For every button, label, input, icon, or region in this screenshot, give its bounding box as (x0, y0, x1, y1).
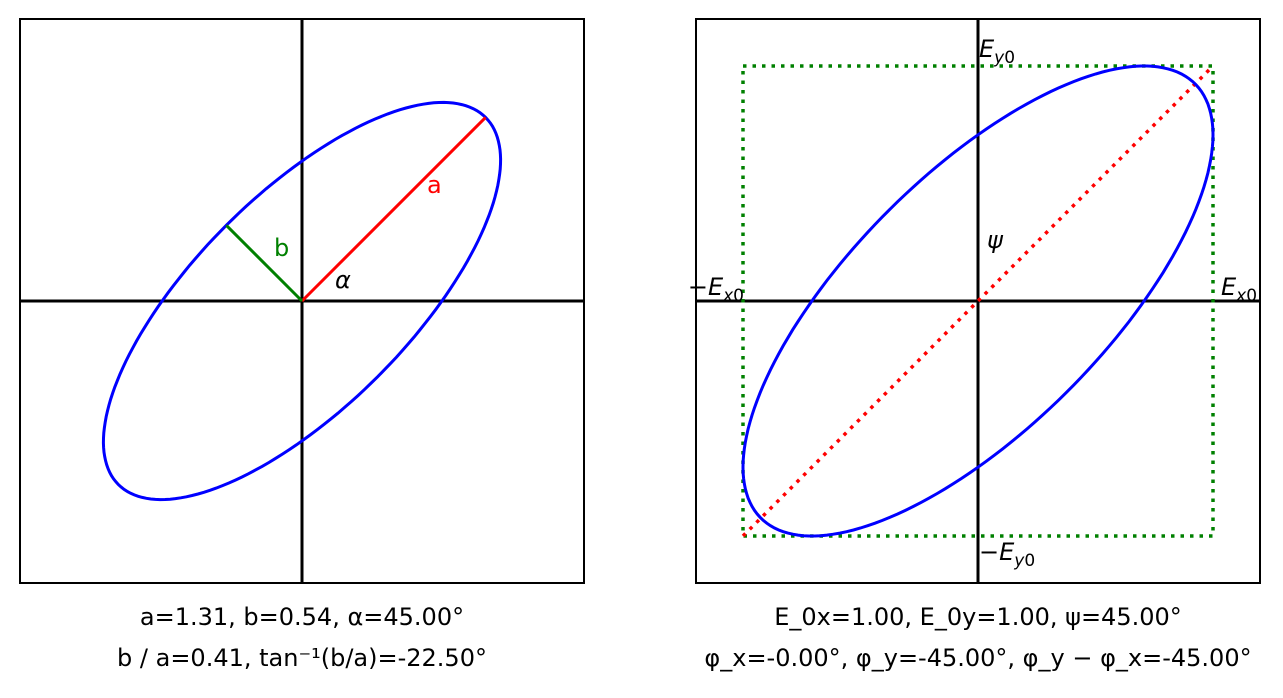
label-neg-ey0: −Ey0 (979, 538, 1035, 571)
left-panel: a b α a=1.31, b=0.54, α=45.00° b / a=0.4… (19, 18, 585, 672)
polarization-ellipse-fields (741, 64, 1215, 538)
label-a: a (427, 171, 442, 199)
left-caption-line1: a=1.31, b=0.54, α=45.00° (140, 603, 464, 631)
major-semi-axis-a (300, 116, 487, 303)
right-caption-line1: E_0x=1.00, E_0y=1.00, ψ=45.00° (774, 603, 1182, 631)
label-ex0: Ex0 (1221, 273, 1257, 306)
label-b: b (274, 234, 289, 262)
right-panel: ψ Ey0 −Ey0 Ex0 −Ex0 E_0x=1.00, E_0y=1.00… (688, 18, 1261, 672)
left-caption-line2: b / a=0.41, tan⁻¹(b/a)=-22.50° (117, 644, 487, 672)
psi-diagonal (741, 64, 1215, 538)
label-alpha: α (335, 266, 351, 294)
label-psi: ψ (987, 226, 1004, 254)
minor-semi-axis-b (225, 224, 304, 303)
label-ey0: Ey0 (979, 35, 1015, 68)
amplitude-bounding-box (741, 64, 1215, 538)
right-caption-line2: φ_x=-0.00°, φ_y=-45.00°, φ_y − φ_x=-45.0… (704, 644, 1251, 672)
polarization-ellipse (101, 100, 503, 502)
label-neg-ex0: −Ex0 (688, 273, 744, 306)
